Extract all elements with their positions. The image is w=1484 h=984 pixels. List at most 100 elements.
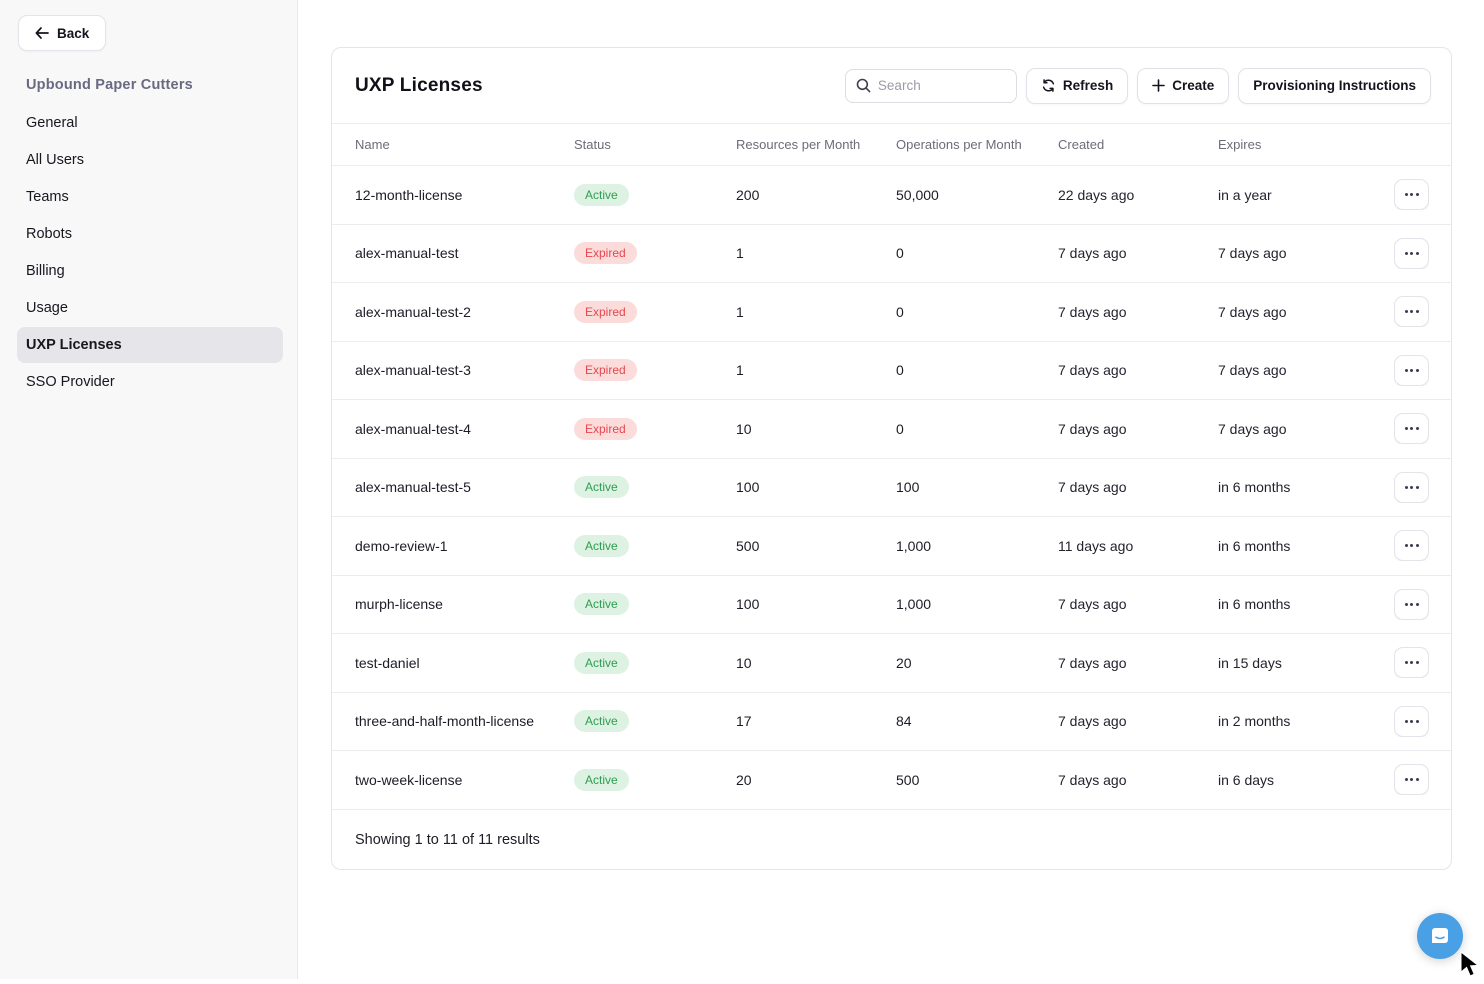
resources-per-month: 1 — [736, 362, 744, 379]
sidebar-item-sso-provider[interactable]: SSO Provider — [26, 374, 115, 390]
expires-value: 7 days ago — [1218, 362, 1287, 379]
resources-per-month: 10 — [736, 420, 752, 437]
status-badge: Active — [574, 651, 629, 674]
results-count: Showing 1 to 11 of 11 results — [355, 832, 540, 848]
provisioning-instructions-button[interactable]: Provisioning Instructions — [1238, 67, 1431, 104]
column-header-name: Name — [355, 137, 390, 152]
resources-per-month: 17 — [736, 713, 752, 730]
operations-per-month: 500 — [896, 771, 920, 788]
ellipsis-icon — [1404, 251, 1408, 255]
back-arrow-icon — [35, 27, 49, 39]
column-header-expires: Expires — [1218, 137, 1262, 152]
row-actions-button[interactable] — [1394, 705, 1429, 737]
created-value: 7 days ago — [1058, 596, 1127, 613]
row-actions-button[interactable] — [1394, 530, 1429, 562]
create-button[interactable]: Create — [1137, 67, 1230, 104]
expires-value: in 6 months — [1218, 537, 1291, 554]
search-input[interactable] — [877, 78, 1006, 93]
expires-value: in 6 days — [1218, 771, 1275, 788]
expires-value: in 2 months — [1218, 713, 1291, 730]
table-header: Name Status Resources per Month Operatio… — [332, 124, 1451, 166]
sidebar-item-all-users[interactable]: All Users — [26, 152, 85, 168]
table-row: 12-month-license Active 200 50,000 22 da… — [332, 166, 1451, 225]
status-badge: Expired — [574, 242, 637, 265]
created-value: 7 days ago — [1058, 420, 1127, 437]
resources-per-month: 1 — [736, 245, 744, 262]
row-actions-button[interactable] — [1394, 296, 1429, 328]
row-actions-button[interactable] — [1394, 354, 1429, 386]
ellipsis-icon — [1404, 310, 1408, 314]
status-badge: Active — [574, 534, 629, 557]
row-actions-button[interactable] — [1394, 413, 1429, 445]
table-row: test-daniel Active 10 20 7 days ago in 1… — [332, 634, 1451, 693]
license-name: alex-manual-test-5 — [355, 479, 471, 496]
column-header-operations: Operations per Month — [896, 137, 1022, 152]
sidebar: Back Upbound Paper Cutters General All Us… — [0, 0, 298, 979]
license-name: three-and-half-month-license — [355, 713, 534, 730]
sidebar-item-robots[interactable]: Robots — [26, 226, 72, 242]
row-actions-button[interactable] — [1394, 764, 1429, 796]
mouse-cursor — [1459, 950, 1484, 984]
status-badge: Active — [574, 768, 629, 791]
ellipsis-icon — [1404, 485, 1408, 489]
status-badge: Active — [574, 476, 629, 499]
resources-per-month: 500 — [736, 537, 760, 554]
created-value: 7 days ago — [1058, 479, 1127, 496]
resources-per-month: 200 — [736, 186, 760, 203]
sidebar-item-usage[interactable]: Usage — [26, 300, 68, 316]
license-name: alex-manual-test — [355, 245, 459, 262]
row-actions-button[interactable] — [1394, 588, 1429, 620]
resources-per-month: 1 — [736, 303, 744, 320]
expires-value: in a year — [1218, 186, 1272, 203]
sidebar-item-billing[interactable]: Billing — [26, 263, 65, 279]
expires-value: in 15 days — [1218, 654, 1282, 671]
created-value: 7 days ago — [1058, 771, 1127, 788]
back-button[interactable]: Back — [18, 15, 107, 51]
expires-value: 7 days ago — [1218, 245, 1287, 262]
resources-per-month: 10 — [736, 654, 752, 671]
sidebar-item-teams[interactable]: Teams — [26, 189, 69, 205]
org-name: Upbound Paper Cutters — [26, 77, 193, 93]
license-name: test-daniel — [355, 654, 420, 671]
operations-per-month: 1,000 — [896, 537, 932, 554]
row-actions-button[interactable] — [1394, 471, 1429, 503]
ellipsis-icon — [1404, 719, 1408, 723]
ellipsis-icon — [1404, 544, 1408, 548]
card-header: UXP Licenses — [332, 48, 1451, 124]
created-value: 7 days ago — [1058, 362, 1127, 379]
operations-per-month: 20 — [896, 654, 912, 671]
created-value: 7 days ago — [1058, 654, 1127, 671]
sidebar-item-uxp-licenses[interactable]: UXP Licenses — [17, 327, 283, 363]
created-value: 22 days ago — [1058, 186, 1135, 203]
status-badge: Active — [574, 593, 629, 616]
table-row: alex-manual-test-3 Expired 1 0 7 days ag… — [332, 342, 1451, 400]
column-header-status: Status — [574, 137, 611, 152]
plus-icon — [1152, 79, 1166, 92]
created-value: 7 days ago — [1058, 303, 1127, 320]
status-badge: Expired — [574, 359, 637, 382]
header-controls: Refresh Create Provisioning Instructions — [844, 67, 1431, 104]
operations-per-month: 100 — [896, 479, 920, 496]
expires-value: 7 days ago — [1218, 420, 1287, 437]
table-row: demo-review-1 Active 500 1,000 11 days a… — [332, 517, 1451, 576]
license-name: demo-review-1 — [355, 537, 448, 554]
row-actions-button[interactable] — [1394, 179, 1429, 211]
refresh-button[interactable]: Refresh — [1025, 67, 1129, 104]
operations-per-month: 0 — [896, 420, 904, 437]
operations-per-month: 0 — [896, 362, 904, 379]
refresh-icon — [1041, 78, 1056, 93]
column-header-resources: Resources per Month — [736, 137, 861, 152]
provisioning-instructions-label: Provisioning Instructions — [1253, 78, 1416, 93]
row-actions-button[interactable] — [1394, 237, 1429, 269]
back-button-label: Back — [57, 25, 90, 41]
table-row: two-week-license Active 20 500 7 days ag… — [332, 751, 1451, 810]
operations-per-month: 50,000 — [896, 186, 939, 203]
table-row: alex-manual-test Expired 1 0 7 days ago … — [332, 225, 1451, 283]
table-row: alex-manual-test-4 Expired 10 0 7 days a… — [332, 400, 1451, 459]
row-actions-button[interactable] — [1394, 647, 1429, 679]
sidebar-item-general[interactable]: General — [26, 115, 78, 131]
column-header-created: Created — [1058, 137, 1105, 152]
resources-per-month: 100 — [736, 479, 760, 496]
license-name: alex-manual-test-3 — [355, 362, 471, 379]
chat-launcher-button[interactable] — [1417, 913, 1463, 959]
